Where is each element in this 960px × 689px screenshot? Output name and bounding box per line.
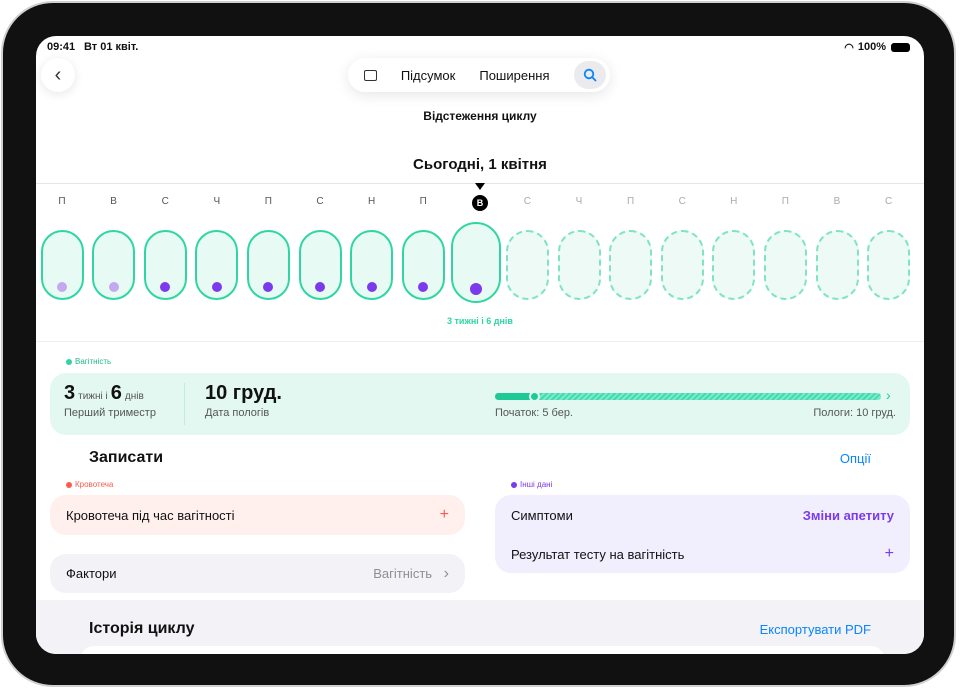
day-pill[interactable] <box>298 230 342 300</box>
weeks-value: 3 <box>64 382 76 404</box>
red-dot-icon <box>66 481 72 488</box>
end-date: Пологи: 10 груд. <box>813 407 896 419</box>
day-pill[interactable] <box>92 230 136 300</box>
pregnancy-progress-bar <box>495 391 881 402</box>
pregnancy-label: Вагітність <box>66 357 111 366</box>
gestation-caption: 3 тижні і 6 днів <box>447 316 513 326</box>
history-card <box>80 646 885 654</box>
day-pill[interactable] <box>246 230 290 300</box>
period-dot-icon <box>108 282 119 292</box>
day-pill[interactable] <box>450 222 501 303</box>
purple-dot-icon <box>511 481 517 488</box>
period-dot-icon <box>366 282 377 292</box>
period-dot-icon <box>418 282 429 292</box>
add-icon[interactable]: + <box>884 545 894 562</box>
days-value: 6 <box>110 382 122 404</box>
back-button[interactable]: ‹ <box>41 58 75 92</box>
factors-row[interactable]: Фактори Вагітність › <box>50 554 465 593</box>
day-pill[interactable] <box>609 230 653 300</box>
day-pill[interactable] <box>143 230 187 300</box>
green-dot-icon <box>66 358 72 365</box>
period-dot-icon <box>469 283 482 295</box>
period-dot-icon <box>211 282 222 292</box>
trimester: Перший триместр <box>64 407 156 419</box>
other-data-card: Симптоми Зміни апетиту Результат тесту на… <box>495 495 910 573</box>
chevron-right-icon: › <box>443 564 449 582</box>
day-label: П <box>627 196 635 207</box>
symptoms-value: Зміни апетиту <box>802 507 894 523</box>
due-label: Дата пологів <box>205 407 270 419</box>
page-title: Відстеження циклу <box>423 109 537 123</box>
today-day-label: В <box>472 195 488 211</box>
due-date: 10 груд. <box>205 382 282 404</box>
tab-summary[interactable]: Підсумок <box>400 67 456 83</box>
battery-percent: 100% <box>857 41 886 53</box>
day-label: В <box>833 196 841 207</box>
period-dot-icon <box>160 282 171 292</box>
divider <box>184 383 185 425</box>
pregnancy-card[interactable]: 3 тижні і 6 днів Перший триместр 10 груд. … <box>50 373 910 435</box>
period-dot-icon <box>315 282 325 292</box>
day-label: П <box>264 196 272 207</box>
day-pill[interactable] <box>195 230 239 300</box>
day-pill[interactable] <box>763 230 807 300</box>
day-label: Н <box>367 196 376 207</box>
add-icon[interactable]: + <box>439 506 449 523</box>
bleeding-row[interactable]: Кровотеча під час вагітності + <box>50 495 465 535</box>
factors-value: Вагітність <box>373 565 433 581</box>
record-title: Записати <box>89 449 164 466</box>
day-pill[interactable] <box>40 230 84 300</box>
export-pdf-link[interactable]: Експортувати PDF <box>759 622 871 637</box>
day-label: С <box>884 196 893 207</box>
day-pill[interactable] <box>815 230 859 300</box>
bleeding-label: Кровотеча <box>66 480 113 489</box>
progress-knob <box>528 391 540 402</box>
wifi-icon: ◠ <box>844 42 854 54</box>
day-pill[interactable] <box>660 230 704 300</box>
battery-icon <box>891 43 910 52</box>
day-label: Ч <box>575 196 583 207</box>
day-label: П <box>419 196 427 207</box>
day-label: Ч <box>213 196 221 207</box>
day-label: В <box>110 196 117 207</box>
day-pill[interactable] <box>401 230 445 300</box>
day-label: Н <box>730 196 738 207</box>
today-heading: Сьогодні, 1 квітня <box>413 156 547 173</box>
divider <box>36 341 924 342</box>
period-dot-icon <box>263 282 274 292</box>
day-pill[interactable] <box>712 230 756 300</box>
sidebar-icon[interactable] <box>364 69 377 81</box>
day-pill[interactable] <box>867 230 911 300</box>
search-icon <box>583 68 597 82</box>
day-pill[interactable] <box>350 230 394 300</box>
day-label: С <box>316 196 324 207</box>
day-label: П <box>58 196 66 207</box>
pregnancy-test-row[interactable]: Результат тесту на вагітність + <box>511 545 894 562</box>
day-label: П <box>781 196 789 207</box>
history-section: Історія циклу Експортувати PDF <box>36 600 924 654</box>
screen: 09:41 Вт 01 квіт. ◠ 100% ‹ Підсумок Пошир… <box>36 36 924 654</box>
period-dot-icon <box>57 282 67 292</box>
chevron-left-icon: ‹ <box>54 63 62 86</box>
symptoms-row[interactable]: Симптоми Зміни апетиту <box>511 507 894 523</box>
search-button[interactable] <box>573 61 606 89</box>
history-title: Історія циклу <box>89 620 195 637</box>
tab-sharing[interactable]: Поширення <box>479 67 550 83</box>
nav-bar: Підсумок Поширення <box>348 58 610 92</box>
status-date: Вт 01 квіт. <box>84 41 139 53</box>
status-time: 09:41 <box>47 41 76 53</box>
day-label: С <box>161 196 169 207</box>
day-pill[interactable] <box>557 230 601 300</box>
options-link[interactable]: Опції <box>839 451 871 466</box>
start-date: Початок: 5 бер. <box>495 407 573 419</box>
day-label: С <box>523 196 531 207</box>
day-label: С <box>678 196 686 207</box>
day-pill[interactable] <box>505 230 549 300</box>
other-data-label: Інші дані <box>511 480 552 489</box>
chevron-right-icon[interactable]: › <box>886 387 891 403</box>
today-marker-icon <box>475 183 485 190</box>
